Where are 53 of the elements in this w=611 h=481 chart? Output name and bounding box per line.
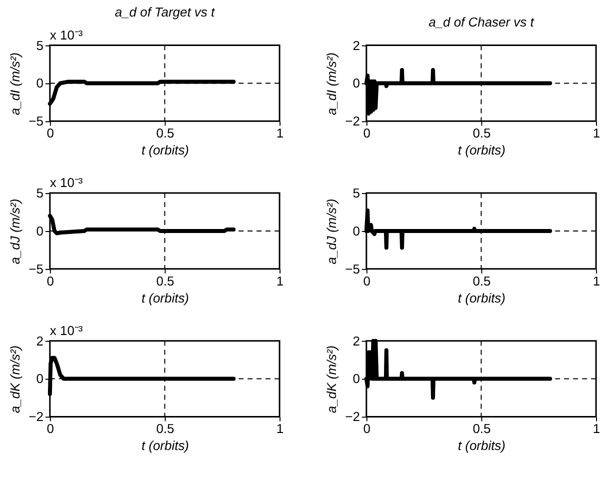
x-axis-title: t (orbits) — [141, 290, 190, 306]
x-tick-label: 0.5 — [472, 126, 491, 141]
chart-title: a_d of Target vs t — [114, 4, 216, 20]
y-tick-label: 5 — [36, 186, 44, 201]
y-axis-title: a_dK (m/s²) — [324, 345, 340, 414]
y-axis-title: a_dK (m/s²) — [8, 345, 23, 414]
x-tick-label: 0 — [46, 273, 54, 288]
x-tick-label: 0.5 — [472, 273, 491, 288]
x-tick-label: 0 — [363, 273, 371, 288]
x-tick-label: 0.5 — [156, 421, 174, 436]
y-tick-label: 5 — [352, 186, 360, 201]
x-axis-title: t (orbits) — [141, 438, 190, 454]
y-axis-title: a_dJ (m/s²) — [8, 198, 23, 264]
x-axis-title: t (orbits) — [141, 142, 190, 158]
y-tick-label: 2 — [36, 333, 44, 348]
y-tick-label: −2 — [345, 409, 360, 424]
y-tick-label: −5 — [28, 261, 44, 276]
text: x 10⁻³ — [50, 322, 84, 338]
chart-title: a_d of Chaser vs t — [428, 14, 536, 30]
x-tick-label: 1 — [592, 273, 600, 288]
text: x 10⁻³ — [50, 175, 84, 190]
y-axis-title: a_dI (m/s²) — [8, 52, 23, 116]
y-tick-label: −5 — [28, 114, 44, 129]
x-axis-title: t (orbits) — [458, 142, 506, 158]
y-tick-label: 2 — [352, 333, 360, 348]
y-tick-label: 0 — [36, 371, 44, 386]
y-tick-label: −5 — [345, 261, 360, 276]
x-tick-label: 0.5 — [156, 273, 174, 288]
x-tick-label: 1 — [276, 126, 284, 141]
y-tick-label: 0 — [352, 76, 360, 91]
x-tick-label: 0 — [46, 421, 54, 436]
x-tick-label: 0 — [363, 421, 371, 436]
x-tick-label: 1 — [592, 126, 600, 141]
x-tick-label: 0.5 — [472, 421, 491, 436]
y-tick-label: 2 — [352, 38, 360, 53]
x-tick-label: 1 — [592, 421, 600, 436]
y-axis-title: a_dI (m/s²) — [324, 52, 340, 116]
y-tick-label: 0 — [36, 223, 44, 238]
x-tick-label: 0 — [363, 126, 371, 141]
y-tick-label: 0 — [36, 76, 44, 91]
y-tick-label: 0 — [352, 223, 360, 238]
y-tick-label: −2 — [28, 409, 44, 424]
x-tick-label: 0 — [46, 126, 54, 141]
y-tick-label: 0 — [352, 371, 360, 386]
y-tick-label: −2 — [345, 114, 360, 129]
x-tick-label: 1 — [276, 421, 284, 436]
x-axis-title: t (orbits) — [458, 290, 506, 306]
y-axis-title: a_dJ (m/s²) — [324, 198, 340, 264]
y-tick-label: 5 — [36, 38, 44, 53]
x-axis-title: t (orbits) — [458, 438, 506, 454]
x-tick-label: 0.5 — [156, 126, 174, 141]
x-tick-label: 1 — [276, 273, 284, 288]
text: x 10⁻³ — [50, 27, 84, 42]
